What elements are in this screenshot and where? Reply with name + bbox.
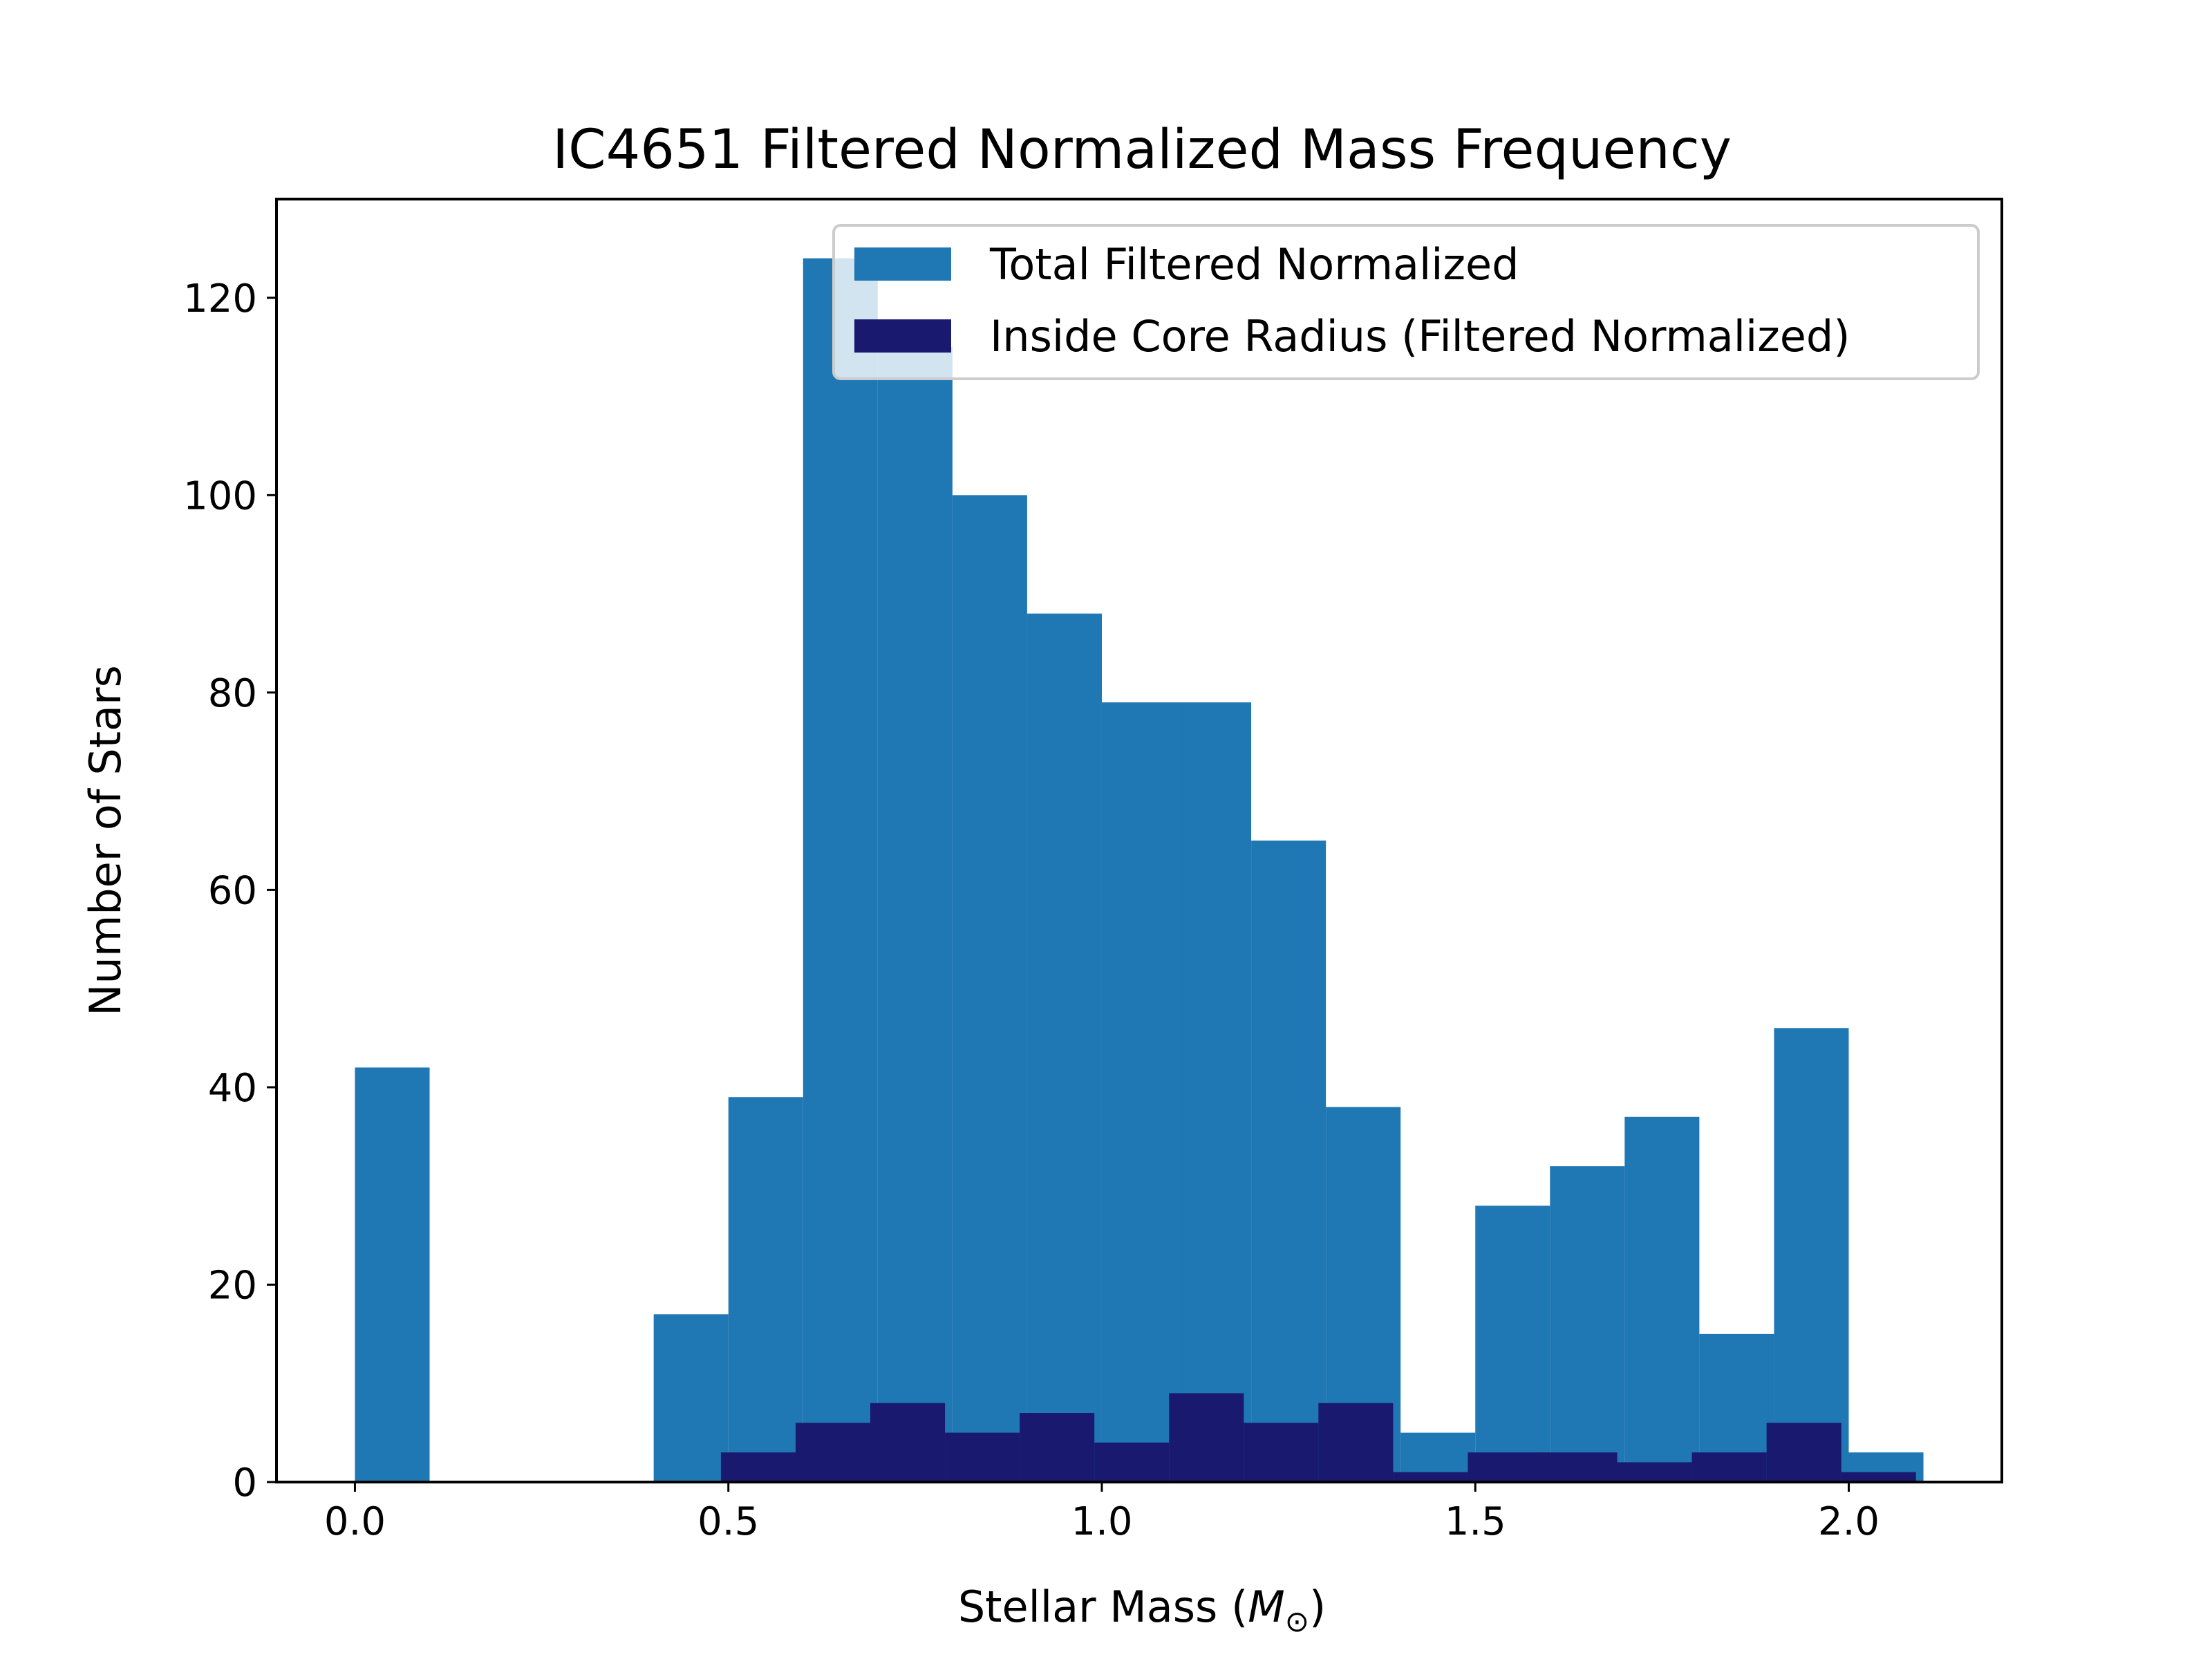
y-tick-label: 0 bbox=[232, 1461, 257, 1506]
core-bar bbox=[720, 1452, 796, 1482]
plot-area-frame bbox=[275, 198, 2003, 1483]
total-bar bbox=[1624, 1116, 1700, 1482]
core-bar bbox=[870, 1403, 946, 1482]
x-tick-label: 0.0 bbox=[324, 1499, 386, 1544]
x-tick-label: 1.0 bbox=[1071, 1499, 1132, 1544]
core-bar bbox=[1318, 1403, 1394, 1482]
core-bar bbox=[1617, 1462, 1692, 1482]
legend-label-total: Total Filtered Normalized bbox=[989, 239, 1519, 290]
y-tick-label: 40 bbox=[208, 1066, 257, 1111]
core-bar bbox=[945, 1432, 1020, 1482]
core-bar bbox=[1393, 1472, 1468, 1482]
y-tick-label: 20 bbox=[208, 1263, 257, 1308]
chart-title: IC4651 Filtered Normalized Mass Frequenc… bbox=[552, 119, 1732, 181]
core-bar bbox=[1244, 1423, 1319, 1482]
x-axis-label: Stellar Mass (M⊙) bbox=[958, 1582, 1326, 1638]
x-tick-label: 2.0 bbox=[1818, 1499, 1880, 1544]
total-bar bbox=[1475, 1206, 1550, 1482]
total-bar bbox=[877, 347, 953, 1483]
core-bar bbox=[795, 1423, 871, 1482]
total-bar bbox=[803, 258, 878, 1483]
total-bar bbox=[1177, 702, 1252, 1482]
core-bar bbox=[1094, 1442, 1170, 1482]
core-series-bars bbox=[720, 1393, 1916, 1482]
total-bar bbox=[1550, 1166, 1625, 1482]
total-bar bbox=[728, 1097, 803, 1482]
legend-swatch-core bbox=[854, 319, 951, 353]
total-bar bbox=[1101, 702, 1177, 1482]
core-bar bbox=[1020, 1413, 1095, 1482]
core-bar bbox=[1169, 1393, 1244, 1482]
y-axis-ticks: 0 20 40 60 80 100 120 bbox=[183, 276, 276, 1506]
core-bar bbox=[1542, 1452, 1618, 1482]
core-bar bbox=[1766, 1423, 1841, 1482]
y-tick-label: 120 bbox=[183, 276, 257, 321]
legend-swatch-total bbox=[854, 247, 951, 281]
total-bar bbox=[952, 495, 1027, 1483]
total-bar bbox=[355, 1067, 430, 1482]
total-bar bbox=[1251, 841, 1327, 1482]
x-tick-label: 0.5 bbox=[697, 1499, 759, 1544]
y-tick-label: 60 bbox=[208, 868, 257, 913]
y-axis-label: Number of Stars bbox=[80, 665, 131, 1016]
y-tick-label: 80 bbox=[208, 671, 257, 716]
total-bar bbox=[1774, 1028, 1849, 1482]
core-bar bbox=[1691, 1452, 1767, 1482]
total-bar bbox=[1027, 613, 1102, 1482]
total-series-bars bbox=[355, 258, 1924, 1483]
x-axis-ticks: 0.0 0.5 1.0 1.5 2.0 bbox=[324, 1482, 1880, 1544]
total-bar bbox=[653, 1314, 729, 1482]
legend-label-core: Inside Core Radius (Filtered Normalized) bbox=[990, 311, 1850, 362]
y-tick-label: 100 bbox=[183, 474, 257, 518]
legend: Total Filtered Normalized Inside Core Ra… bbox=[832, 224, 1980, 380]
legend-frame bbox=[832, 224, 1980, 380]
core-bar bbox=[1468, 1452, 1543, 1482]
core-bar bbox=[1841, 1472, 1916, 1482]
x-tick-label: 1.5 bbox=[1445, 1499, 1506, 1544]
